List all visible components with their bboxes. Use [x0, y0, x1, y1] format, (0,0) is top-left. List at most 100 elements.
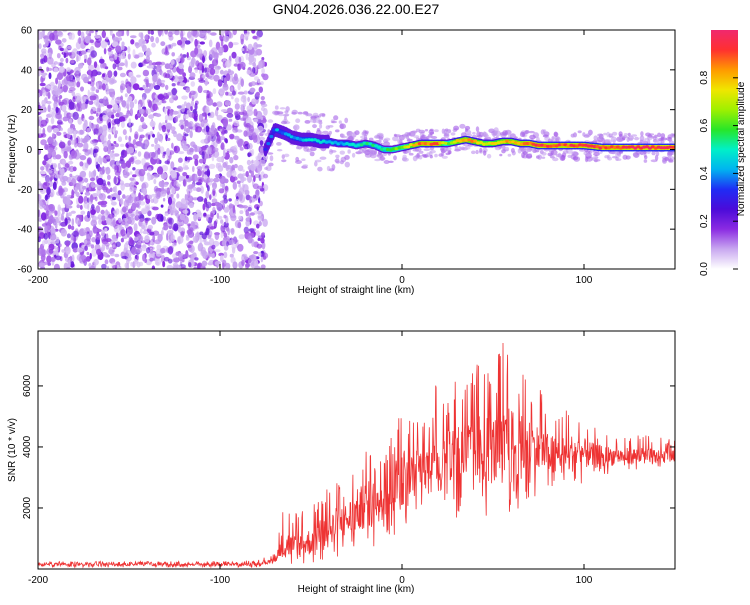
- noise-cell: [184, 193, 188, 201]
- noise-cell: [144, 141, 148, 150]
- noise-cell: [127, 208, 133, 214]
- noise-cell: [245, 209, 249, 217]
- noise-cell: [95, 205, 101, 214]
- noise-cell: [139, 134, 145, 139]
- noise-cell: [182, 72, 187, 78]
- noise-cell: [217, 65, 220, 69]
- band-halo-cell: [339, 123, 347, 129]
- noise-cell: [247, 235, 253, 244]
- noise-cell: [199, 237, 203, 244]
- noise-cell: [183, 203, 188, 211]
- noise-cell: [51, 132, 55, 138]
- band-halo-cell: [642, 139, 647, 145]
- noise-cell: [137, 52, 144, 58]
- noise-cell: [48, 248, 54, 254]
- noise-cell: [84, 245, 88, 251]
- noise-cell: [38, 262, 46, 268]
- noise-cell: [140, 228, 143, 234]
- noise-cell: [177, 166, 184, 173]
- noise-cell: [247, 152, 252, 157]
- noise-cell: [185, 237, 190, 241]
- noise-cell: [134, 159, 142, 165]
- band-halo-cell: [499, 153, 503, 157]
- noise-cell: [203, 179, 210, 183]
- band-peak-cell: [266, 142, 271, 146]
- noise-cell: [102, 96, 109, 106]
- band-halo-cell: [274, 110, 281, 115]
- noise-cell: [179, 119, 185, 124]
- noise-cell: [243, 33, 250, 38]
- noise-cell: [197, 85, 203, 94]
- noise-cell: [173, 75, 179, 83]
- noise-cell: [259, 159, 266, 165]
- noise-cell: [231, 96, 234, 100]
- noise-cell: [57, 243, 62, 248]
- noise-cell: [212, 186, 216, 191]
- noise-cell: [118, 217, 122, 224]
- noise-cell: [115, 232, 119, 239]
- noise-cells: [38, 30, 269, 269]
- noise-cell: [182, 145, 189, 152]
- noise-cell: [70, 150, 78, 159]
- noise-cell: [137, 113, 141, 117]
- band-halo-cell: [454, 128, 458, 131]
- noise-cell: [54, 228, 59, 232]
- noise-cell: [52, 181, 57, 190]
- noise-cell: [139, 218, 145, 223]
- noise-cell: [194, 257, 199, 261]
- noise-cell: [53, 67, 59, 73]
- band-halo-cell: [383, 160, 390, 164]
- noise-cell: [65, 241, 70, 248]
- noise-cell: [204, 112, 208, 120]
- noise-cell: [140, 222, 147, 230]
- noise-cell: [47, 137, 54, 144]
- noise-cell: [46, 180, 53, 188]
- noise-cell: [80, 95, 87, 103]
- noise-cell: [247, 96, 251, 102]
- band-halo-cell: [644, 155, 648, 160]
- noise-cell: [150, 65, 154, 69]
- band-peak-cell: [286, 133, 291, 137]
- band-halo-cell: [283, 113, 290, 117]
- noise-cell: [188, 111, 195, 118]
- noise-cell: [144, 88, 151, 94]
- noise-cell: [109, 187, 113, 193]
- band-halo-cell: [494, 146, 501, 151]
- noise-cell: [46, 56, 54, 65]
- noise-cell: [66, 132, 71, 139]
- noise-cell: [88, 115, 95, 121]
- band-halo-cell: [283, 153, 290, 158]
- noise-cell: [103, 48, 107, 55]
- noise-cell: [93, 128, 99, 135]
- noise-cell: [163, 188, 170, 192]
- noise-cell: [173, 131, 178, 138]
- noise-cell: [209, 111, 215, 119]
- noise-cell: [38, 148, 42, 155]
- y-tick-label: 6000: [22, 374, 33, 397]
- noise-cell: [196, 53, 203, 58]
- band-peak-cell: [546, 144, 550, 148]
- noise-cell: [133, 223, 138, 232]
- band-halo-cell: [608, 133, 613, 138]
- noise-cell: [225, 165, 233, 170]
- noise-cell: [75, 182, 82, 190]
- noise-cell: [211, 244, 216, 250]
- noise-cell: [243, 98, 247, 106]
- noise-cell: [129, 100, 135, 109]
- noise-cell: [136, 254, 139, 261]
- noise-cell: [113, 103, 119, 111]
- noise-cell: [38, 185, 42, 190]
- noise-cell: [67, 81, 75, 87]
- noise-cell: [40, 166, 45, 171]
- noise-cell: [185, 156, 193, 161]
- noise-cell: [105, 88, 110, 95]
- noise-cell: [66, 233, 71, 239]
- noise-cell: [106, 188, 111, 194]
- noise-cell: [61, 38, 67, 43]
- noise-cell: [157, 30, 163, 36]
- noise-cell: [140, 188, 145, 192]
- noise-cell: [100, 134, 105, 141]
- band-halo-cell: [593, 152, 600, 157]
- noise-cell: [209, 194, 212, 200]
- noise-cell: [59, 57, 64, 63]
